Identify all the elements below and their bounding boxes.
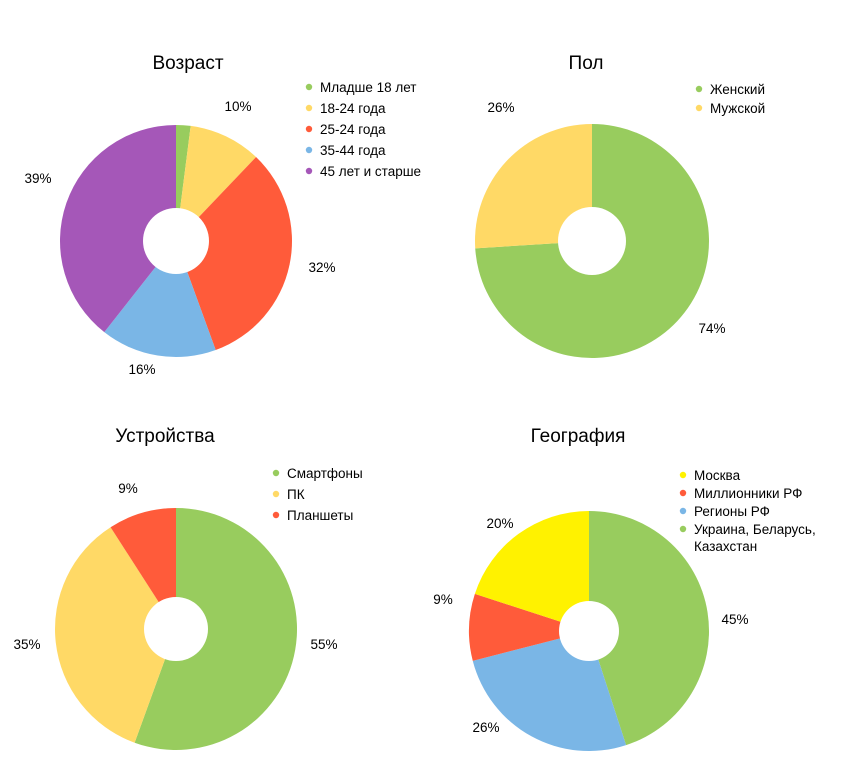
pie-slice bbox=[55, 527, 177, 743]
chart-age: Возраст 10% 32% 16% 39% Младше 18 лет 18-24 … bbox=[24, 53, 421, 377]
pie-slice bbox=[104, 241, 216, 357]
legend-item: Москва bbox=[679, 468, 741, 483]
data-label: 9% bbox=[118, 481, 138, 496]
chart-title: Возраст bbox=[152, 53, 223, 74]
chart-title: Пол bbox=[569, 53, 604, 74]
data-label: 45% bbox=[721, 612, 748, 627]
legend-marker bbox=[679, 489, 687, 497]
legend-marker bbox=[305, 125, 313, 133]
data-label: 26% bbox=[487, 100, 514, 115]
legend-marker bbox=[305, 146, 313, 154]
legend-label: 35-44 года bbox=[320, 143, 386, 158]
legend-item: Регионы РФ bbox=[679, 504, 770, 519]
pie-slice bbox=[134, 508, 298, 751]
legend-marker bbox=[305, 167, 313, 175]
legend-label: 45 лет и старше bbox=[320, 164, 421, 179]
legend-label: ПК bbox=[287, 487, 305, 502]
pie-slice bbox=[176, 125, 257, 241]
pie-slice bbox=[474, 511, 589, 631]
legend-marker bbox=[679, 525, 687, 533]
legend-item: 35-44 года bbox=[305, 143, 386, 158]
legend-item: ПК bbox=[272, 487, 305, 502]
donut-hole bbox=[144, 597, 208, 661]
legend-marker bbox=[695, 85, 703, 93]
data-label: 10% bbox=[224, 99, 251, 114]
legend-marker bbox=[679, 471, 687, 479]
legend-item: Планшеты bbox=[272, 508, 353, 523]
legend-item: 45 лет и старше bbox=[305, 164, 421, 179]
donut-hole bbox=[559, 601, 619, 661]
pie-slice bbox=[468, 593, 589, 661]
data-label: 74% bbox=[698, 321, 725, 336]
legend: Москва Миллионники РФ Регионы РФ Украина, Б… bbox=[679, 468, 816, 554]
legend-label: 18-24 года bbox=[320, 101, 386, 116]
donut-hole bbox=[558, 207, 626, 275]
legend-label: Планшеты bbox=[287, 508, 353, 523]
legend-marker bbox=[679, 507, 687, 515]
pie-slices bbox=[474, 124, 709, 359]
pie-slices bbox=[468, 511, 710, 752]
data-label: 9% bbox=[433, 592, 453, 607]
legend-item: Украина, Беларусь, Казахстан bbox=[679, 522, 816, 554]
pie-slice bbox=[110, 508, 176, 629]
legend-label: Москва bbox=[694, 468, 741, 483]
data-label: 39% bbox=[24, 171, 51, 186]
donut-hole bbox=[143, 208, 209, 274]
chart-gender: Пол 74% 26% Женский Мужской bbox=[474, 53, 765, 359]
legend-item: 18-24 года bbox=[305, 101, 386, 116]
legend-label: 25-24 года bbox=[320, 122, 386, 137]
legend: Младше 18 лет 18-24 года 25-24 года 35-44 г… bbox=[305, 80, 421, 179]
legend: Смартфоны ПК Планшеты bbox=[272, 466, 363, 523]
data-label: 55% bbox=[310, 637, 337, 652]
data-label: 16% bbox=[128, 362, 155, 377]
legend-label: Женский bbox=[710, 82, 765, 97]
legend-item: Младше 18 лет bbox=[305, 80, 416, 95]
legend-item: Миллионники РФ bbox=[679, 486, 802, 501]
legend-marker bbox=[305, 104, 313, 112]
legend-label: Младше 18 лет bbox=[320, 80, 416, 95]
pie-slice bbox=[176, 157, 292, 350]
legend-item: Женский bbox=[695, 82, 765, 97]
pie-slices bbox=[55, 508, 298, 751]
data-labels: 45% 26% 9% 20% bbox=[433, 516, 748, 735]
legend: Женский Мужской bbox=[695, 82, 765, 116]
chart-title: Устройства bbox=[115, 426, 215, 447]
pie-slice bbox=[472, 631, 627, 752]
legend-marker bbox=[305, 83, 313, 91]
legend-label: Смартфоны bbox=[287, 466, 363, 481]
legend-label: Миллионники РФ bbox=[694, 486, 802, 501]
chart-title: География bbox=[531, 426, 626, 447]
legend-marker bbox=[695, 104, 703, 112]
data-label: 35% bbox=[13, 637, 40, 652]
pie-slice bbox=[589, 511, 710, 746]
data-labels: 55% 35% 9% bbox=[13, 481, 337, 652]
legend-item: Мужской bbox=[695, 101, 765, 116]
pie-slice bbox=[59, 125, 176, 333]
legend-marker bbox=[272, 490, 280, 498]
legend-item: 25-24 года bbox=[305, 122, 386, 137]
data-labels: 74% 26% bbox=[487, 100, 725, 336]
legend-label: Украина, Беларусь, Казахстан bbox=[694, 522, 816, 554]
legend-label: Регионы РФ bbox=[694, 504, 770, 519]
data-label: 26% bbox=[472, 720, 499, 735]
pie-slice bbox=[474, 124, 592, 249]
data-labels: 10% 32% 16% 39% bbox=[24, 99, 335, 377]
data-label: 20% bbox=[486, 516, 513, 531]
legend-item: Смартфоны bbox=[272, 466, 363, 481]
chart-devices: Устройства 55% 35% 9% Смартфоны ПК Планшеты bbox=[13, 426, 363, 751]
pie-slices bbox=[59, 125, 292, 357]
chart-geography: География 45% 26% 9% 20% Москва Миллионники … bbox=[433, 426, 816, 752]
legend-marker bbox=[272, 511, 280, 519]
legend-marker bbox=[272, 469, 280, 477]
legend-label: Мужской bbox=[710, 101, 765, 116]
data-label: 32% bbox=[308, 260, 335, 275]
